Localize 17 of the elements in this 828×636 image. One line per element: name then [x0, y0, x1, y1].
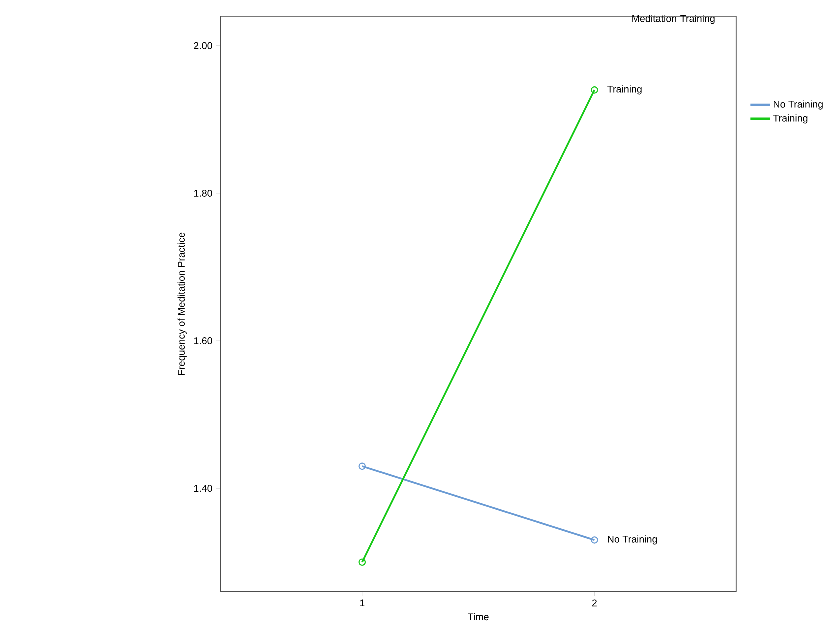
x-tick-label: 1 — [360, 600, 365, 606]
annotation: Training — [608, 86, 642, 95]
point — [591, 536, 598, 544]
y-axis-title: Frequency of Meditation Practice — [178, 232, 187, 375]
y-tick-label: 1.40 — [194, 485, 212, 492]
legend-title: Meditation Training — [632, 14, 715, 24]
legend-label: No Training — [774, 100, 823, 110]
legend-label: Training — [773, 114, 808, 124]
y-tick-label: 1.80 — [194, 190, 212, 197]
x-tick-label: 2 — [592, 600, 597, 607]
x-axis-title: Time — [468, 613, 489, 620]
annotation: No Training — [608, 536, 658, 545]
point — [358, 462, 366, 470]
y-tick-label: 2.00 — [194, 42, 212, 50]
y-tick-label: 1.60 — [194, 337, 212, 344]
point — [591, 86, 598, 94]
point — [358, 558, 366, 566]
